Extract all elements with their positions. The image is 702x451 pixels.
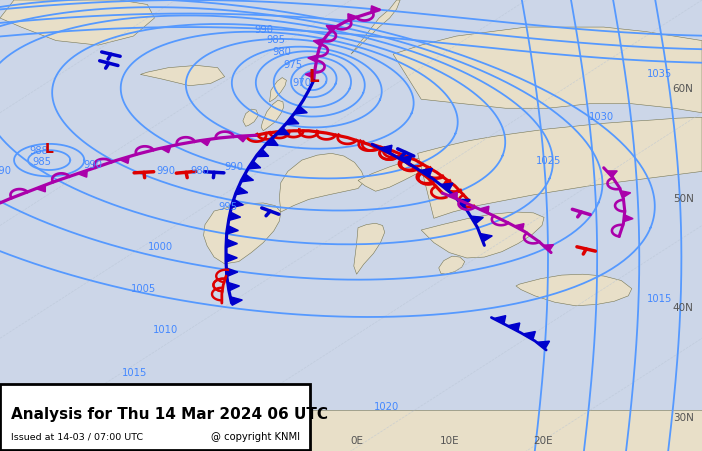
Text: 30N: 30N (673, 413, 694, 423)
Polygon shape (0, 0, 154, 45)
Polygon shape (265, 138, 278, 146)
Polygon shape (508, 323, 519, 331)
Text: 990: 990 (156, 166, 176, 176)
Polygon shape (543, 244, 553, 251)
Polygon shape (607, 171, 617, 177)
Polygon shape (0, 410, 702, 451)
Polygon shape (261, 100, 284, 131)
Text: 1020: 1020 (373, 402, 399, 412)
Text: 990: 990 (224, 162, 244, 172)
Polygon shape (270, 78, 286, 102)
Polygon shape (276, 127, 289, 135)
Polygon shape (399, 156, 411, 164)
Polygon shape (479, 206, 489, 213)
Text: L: L (308, 68, 319, 86)
Polygon shape (348, 14, 357, 21)
Text: 1010: 1010 (153, 325, 178, 335)
Text: 990: 990 (0, 166, 11, 176)
Polygon shape (494, 316, 505, 324)
Polygon shape (354, 223, 385, 274)
Polygon shape (204, 203, 281, 264)
Text: 1030: 1030 (589, 112, 614, 122)
Polygon shape (227, 282, 239, 291)
Polygon shape (279, 153, 365, 212)
Polygon shape (440, 183, 453, 191)
Text: 990: 990 (84, 160, 103, 170)
Polygon shape (119, 156, 129, 163)
Polygon shape (536, 341, 550, 349)
Text: 60N: 60N (673, 84, 694, 94)
Text: Issued at 14-03 / 07:00 UTC: Issued at 14-03 / 07:00 UTC (11, 433, 143, 442)
Polygon shape (479, 234, 492, 242)
Polygon shape (623, 215, 633, 222)
Polygon shape (351, 0, 400, 54)
Polygon shape (371, 6, 380, 13)
Polygon shape (200, 139, 211, 146)
Polygon shape (307, 55, 317, 62)
Text: 995: 995 (218, 202, 238, 212)
Polygon shape (421, 212, 544, 258)
Polygon shape (523, 331, 536, 340)
Polygon shape (243, 109, 258, 126)
Polygon shape (241, 174, 253, 182)
Polygon shape (457, 199, 470, 207)
Polygon shape (161, 146, 171, 153)
Polygon shape (237, 136, 248, 142)
Text: 1025: 1025 (536, 156, 562, 166)
Text: 1035: 1035 (647, 69, 673, 79)
Polygon shape (227, 226, 239, 234)
Text: 20E: 20E (533, 436, 552, 446)
Text: 50N: 50N (673, 194, 694, 204)
Polygon shape (231, 199, 244, 208)
Text: 1005: 1005 (131, 284, 157, 294)
Polygon shape (286, 117, 299, 124)
Polygon shape (226, 253, 237, 262)
Polygon shape (358, 153, 442, 191)
Polygon shape (514, 224, 524, 230)
Polygon shape (448, 192, 457, 199)
Polygon shape (230, 297, 242, 305)
Text: 1015: 1015 (122, 368, 147, 378)
Text: 1000: 1000 (147, 242, 173, 252)
Polygon shape (305, 71, 314, 78)
Polygon shape (439, 256, 465, 274)
Text: 985: 985 (32, 157, 52, 167)
Text: 980: 980 (273, 47, 291, 57)
Text: 40N: 40N (673, 304, 694, 313)
Text: 985: 985 (266, 35, 286, 45)
Polygon shape (235, 187, 248, 195)
Polygon shape (470, 216, 484, 224)
Text: Analysis for Thu 14 Mar 2024 06 UTC: Analysis for Thu 14 Mar 2024 06 UTC (11, 406, 328, 422)
Polygon shape (418, 117, 702, 218)
Text: L: L (45, 142, 53, 156)
FancyBboxPatch shape (0, 384, 310, 450)
Polygon shape (256, 149, 269, 156)
Text: 10E: 10E (440, 436, 460, 446)
Text: @ copyright KNMI: @ copyright KNMI (211, 433, 300, 442)
Polygon shape (248, 161, 260, 169)
Polygon shape (294, 106, 307, 114)
Text: 970: 970 (292, 78, 312, 87)
Polygon shape (313, 39, 324, 46)
Polygon shape (420, 168, 432, 176)
Text: 980: 980 (191, 166, 209, 176)
Polygon shape (226, 239, 237, 248)
Polygon shape (516, 274, 632, 306)
Polygon shape (226, 268, 238, 276)
Text: 988: 988 (29, 146, 48, 156)
Polygon shape (36, 185, 46, 192)
Polygon shape (140, 65, 225, 86)
Polygon shape (393, 27, 702, 113)
Polygon shape (380, 145, 392, 153)
Polygon shape (229, 212, 241, 221)
Polygon shape (78, 170, 87, 177)
Text: 990: 990 (254, 25, 274, 35)
Polygon shape (621, 191, 630, 198)
Polygon shape (326, 25, 337, 32)
Text: 1020: 1020 (277, 391, 303, 400)
Text: 1015: 1015 (647, 295, 673, 304)
Text: 0E: 0E (350, 436, 363, 446)
Text: 975: 975 (283, 60, 303, 70)
